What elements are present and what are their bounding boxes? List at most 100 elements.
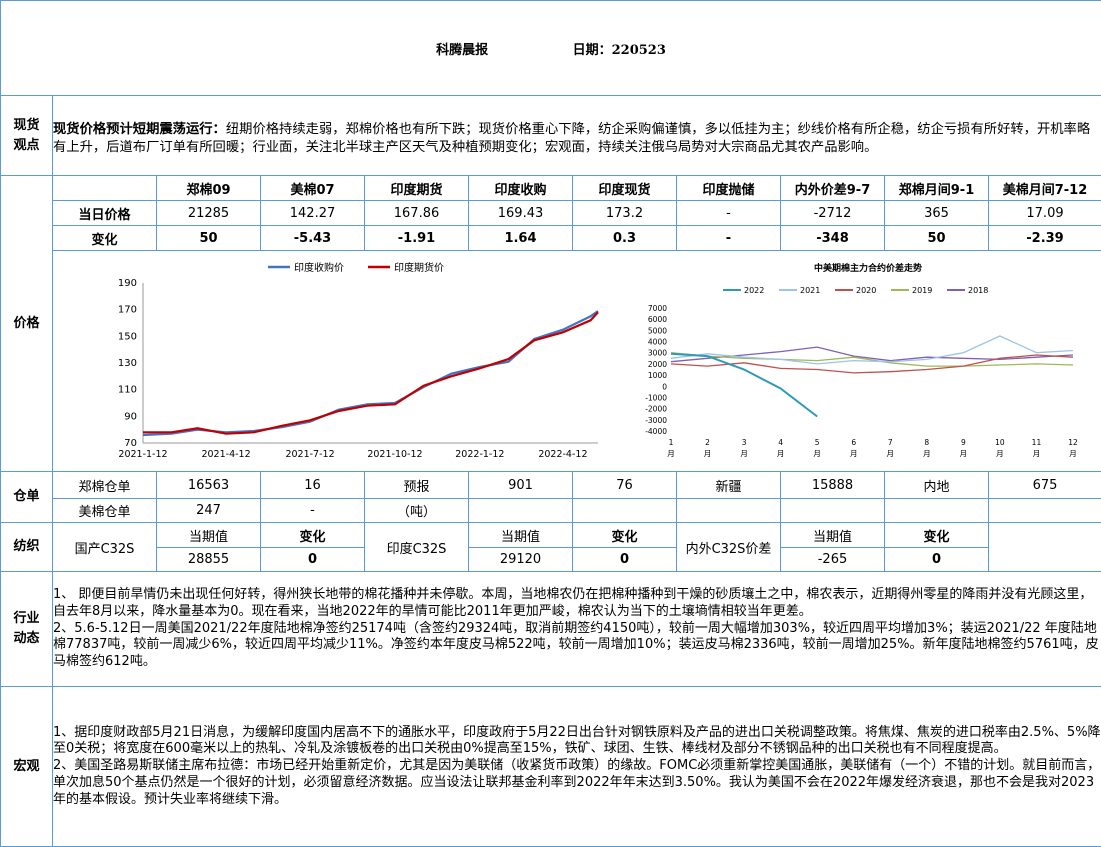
legend-label: 2021 bbox=[800, 286, 820, 295]
industry-paragraph-2: 2、5.6-5.12日一周美国2021/22年度陆地棉净签约25174吨（含签约… bbox=[53, 621, 1101, 671]
warehouse-cell: 内地 bbox=[885, 472, 989, 499]
textile-value: 29120 bbox=[469, 548, 573, 572]
warehouse-cell: 76 bbox=[573, 472, 677, 499]
textile-change-header: 变化 bbox=[885, 523, 989, 548]
legend-label: 印度收购价 bbox=[294, 261, 344, 274]
textile-current-header: 当期值 bbox=[157, 523, 261, 548]
warehouse-cell bbox=[469, 499, 573, 523]
series-line-印度期货价 bbox=[143, 312, 598, 433]
textile-change: 0 bbox=[261, 548, 365, 572]
legend-label: 2019 bbox=[912, 286, 932, 295]
price-header: 美棉月间7-12 bbox=[989, 176, 1101, 201]
price-cell: 365 bbox=[885, 201, 989, 226]
change-row-label: 变化 bbox=[53, 226, 157, 251]
report-title-row: 科腾晨报 日期：220523 bbox=[1, 1, 1101, 96]
change-cell: -348 bbox=[781, 226, 885, 251]
price-cell: 167.86 bbox=[365, 201, 469, 226]
textile-item-name: 国产C32S bbox=[53, 523, 157, 572]
textile-blank bbox=[989, 523, 1101, 572]
price-header: 印度收购 bbox=[469, 176, 573, 201]
price-cell: - bbox=[677, 201, 781, 226]
y-tick-label: 70 bbox=[124, 438, 137, 449]
warehouse-cell: 预报 bbox=[365, 472, 469, 499]
macro-label: 宏观 bbox=[1, 687, 53, 847]
y-tick-label: 3000 bbox=[648, 349, 667, 358]
textile-change-header: 变化 bbox=[573, 523, 677, 548]
price-header: 印度现货 bbox=[573, 176, 677, 201]
warehouse-cell: 美棉仓单 bbox=[53, 499, 157, 523]
spot-label: 现货观点 bbox=[1, 96, 53, 176]
x-tick-label: 2021-7-12 bbox=[285, 449, 334, 460]
x-tick-label: 2022-1-12 bbox=[455, 449, 504, 460]
y-tick-label: 90 bbox=[124, 411, 137, 422]
textile-item-name: 印度C32S bbox=[365, 523, 469, 572]
warehouse-cell: 15888 bbox=[781, 472, 885, 499]
price-header: 郑棉月间9-1 bbox=[885, 176, 989, 201]
textile-value: 28855 bbox=[157, 548, 261, 572]
industry-text: 1、 即便目前旱情仍未出现任何好转，得州狭长地带的棉花播种并未停歇。本周，当地棉… bbox=[53, 572, 1101, 687]
warehouse-cell: 901 bbox=[469, 472, 573, 499]
spot-lead: 现货价格预计短期震荡运行： bbox=[53, 122, 226, 137]
x-tick-label: 2021-1-12 bbox=[118, 449, 167, 460]
warehouse-cell: 16 bbox=[261, 472, 365, 499]
y-tick-label: 150 bbox=[118, 331, 137, 342]
macro-paragraph-2: 2、美国圣路易斯联储主席布拉德：市场已经开始重新定价，尤其是因为美联储（收紧货币… bbox=[53, 758, 1101, 808]
textile-current-header: 当期值 bbox=[469, 523, 573, 548]
warehouse-cell bbox=[677, 499, 781, 523]
warehouse-cell: - bbox=[261, 499, 365, 523]
change-cell: -5.43 bbox=[261, 226, 365, 251]
warehouse-label: 仓单 bbox=[1, 472, 53, 523]
spot-text: 现货价格预计短期震荡运行：纽期价格持续走弱，郑棉价格也有所下跌；现货价格重心下降… bbox=[53, 96, 1101, 176]
warehouse-cell: 675 bbox=[989, 472, 1101, 499]
y-tick-label: 5000 bbox=[648, 326, 667, 335]
legend-label: 2018 bbox=[968, 286, 988, 295]
x-tick-label: 2021-10-12 bbox=[367, 449, 422, 460]
chart-title: 中美期棉主力合约价差走势 bbox=[814, 262, 922, 274]
price-cell: 17.09 bbox=[989, 201, 1101, 226]
y-tick-label: 2000 bbox=[648, 360, 667, 369]
textile-change: 0 bbox=[885, 548, 989, 572]
y-tick-label: -4000 bbox=[645, 427, 667, 436]
warehouse-cell: （吨） bbox=[365, 499, 469, 523]
warehouse-cell: 247 bbox=[157, 499, 261, 523]
textile-change-header: 变化 bbox=[261, 523, 365, 548]
legend-label: 印度期货价 bbox=[394, 261, 444, 274]
y-tick-label: -1000 bbox=[645, 393, 667, 402]
report-title: 科腾晨报 bbox=[436, 39, 488, 58]
change-cell: 50 bbox=[885, 226, 989, 251]
price-header: 印度期货 bbox=[365, 176, 469, 201]
macro-text: 1、据印度财政部5月21日消息，为缓解印度国内居高不下的通胀水平，印度政府于5月… bbox=[53, 687, 1101, 847]
warehouse-cell bbox=[573, 499, 677, 523]
textile-change: 0 bbox=[573, 548, 677, 572]
y-tick-label: 0 bbox=[662, 382, 667, 391]
legend-label: 2022 bbox=[744, 286, 764, 295]
industry-paragraph-1: 1、 即便目前旱情仍未出现任何好转，得州狭长地带的棉花播种并未停歇。本周，当地棉… bbox=[53, 587, 1101, 621]
warehouse-cell: 新疆 bbox=[677, 472, 781, 499]
textile-value: -265 bbox=[781, 548, 885, 572]
textile-current-header: 当期值 bbox=[781, 523, 885, 548]
textile-item-name: 内外C32S价差 bbox=[677, 523, 781, 572]
macro-paragraph-1: 1、据印度财政部5月21日消息，为缓解印度国内居高不下的通胀水平，印度政府于5月… bbox=[53, 725, 1101, 759]
report-date: 日期：220523 bbox=[573, 39, 666, 58]
y-tick-label: -3000 bbox=[645, 416, 667, 425]
price-cell: 173.2 bbox=[573, 201, 677, 226]
y-tick-label: 1000 bbox=[648, 371, 667, 380]
change-cell: - bbox=[677, 226, 781, 251]
x-tick-label: 2022-4-12 bbox=[538, 449, 587, 460]
price-header-blank bbox=[53, 176, 157, 201]
price-cell: -2712 bbox=[781, 201, 885, 226]
change-cell: 50 bbox=[157, 226, 261, 251]
y-tick-label: 170 bbox=[118, 305, 137, 316]
